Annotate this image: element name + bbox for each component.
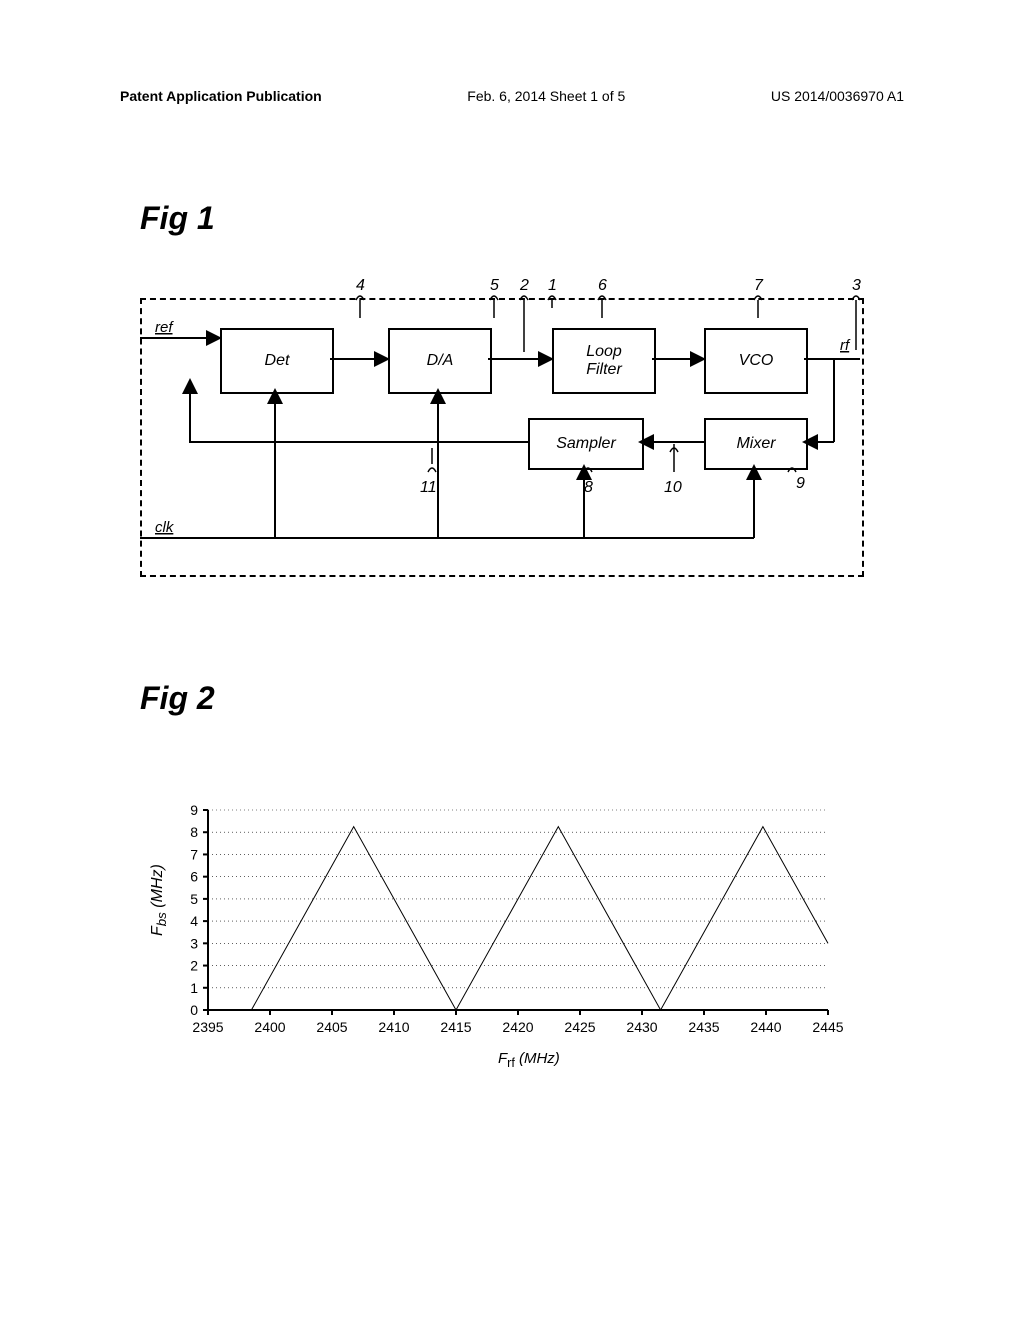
- svg-text:2425: 2425: [564, 1019, 595, 1035]
- fig2-label: Fig 2: [140, 680, 215, 717]
- fig1-wires: ref rf clk: [140, 280, 860, 575]
- svg-text:2395: 2395: [192, 1019, 223, 1035]
- refnum-4: 4: [356, 277, 365, 294]
- io-clk: clk: [155, 519, 175, 536]
- svg-text:6: 6: [190, 869, 198, 885]
- ylabel-sub: bs: [154, 912, 169, 926]
- svg-text:2410: 2410: [378, 1019, 409, 1035]
- header-right: US 2014/0036970 A1: [771, 88, 904, 104]
- io-rf: rf: [840, 337, 851, 354]
- svg-text:2445: 2445: [812, 1019, 843, 1035]
- fig2-ylabel: Fbs (MHz): [149, 864, 169, 936]
- xlabel-unit: (MHz): [515, 1050, 560, 1067]
- svg-text:3: 3: [190, 935, 198, 951]
- fig2-chart: 0 1 2 3 4 5 6 7 8 9 2395 2400 2405 2410 2415 2420 2425 24…: [168, 800, 848, 1080]
- refnum-8: 8: [584, 479, 593, 496]
- refnum-6: 6: [598, 277, 607, 294]
- svg-text:7: 7: [190, 846, 198, 862]
- svg-text:2440: 2440: [750, 1019, 781, 1035]
- svg-text:9: 9: [190, 802, 198, 818]
- svg-text:1: 1: [190, 980, 198, 996]
- svg-text:2430: 2430: [626, 1019, 657, 1035]
- fig2-xlabel: Frf (MHz): [498, 1050, 560, 1070]
- svg-text:4: 4: [190, 913, 198, 929]
- svg-text:5: 5: [190, 891, 198, 907]
- svg-text:0: 0: [190, 1002, 198, 1018]
- ylabel-prefix: F: [149, 926, 166, 936]
- xlabel-prefix: F: [498, 1050, 507, 1067]
- refnum-1: 1: [548, 277, 557, 294]
- fig1-diagram: Det D/A Loop Filter VCO Sampler Mixer re…: [140, 280, 860, 575]
- refnum-11: 11: [420, 479, 437, 496]
- refnum-7: 7: [754, 277, 764, 294]
- header-center: Feb. 6, 2014 Sheet 1 of 5: [467, 88, 625, 104]
- io-ref: ref: [155, 319, 174, 336]
- refnum-3: 3: [852, 277, 861, 294]
- page-header: Patent Application Publication Feb. 6, 2…: [0, 88, 1024, 104]
- svg-text:2415: 2415: [440, 1019, 471, 1035]
- svg-text:2405: 2405: [316, 1019, 347, 1035]
- refnum-2: 2: [519, 277, 529, 294]
- svg-text:2420: 2420: [502, 1019, 533, 1035]
- xlabel-sub: rf: [507, 1056, 515, 1070]
- svg-text:2: 2: [190, 958, 198, 974]
- header-left: Patent Application Publication: [120, 88, 322, 104]
- refnum-10: 10: [664, 479, 682, 496]
- fig2-chart-svg: 0 1 2 3 4 5 6 7 8 9 2395 2400 2405 2410 2415 2420 2425 24…: [168, 800, 848, 1080]
- svg-text:2400: 2400: [254, 1019, 285, 1035]
- svg-text:2435: 2435: [688, 1019, 719, 1035]
- refnum-5: 5: [490, 277, 499, 294]
- fig1-label: Fig 1: [140, 200, 215, 237]
- ylabel-unit: (MHz): [149, 864, 166, 912]
- svg-text:8: 8: [190, 824, 198, 840]
- refnum-9: 9: [796, 475, 805, 492]
